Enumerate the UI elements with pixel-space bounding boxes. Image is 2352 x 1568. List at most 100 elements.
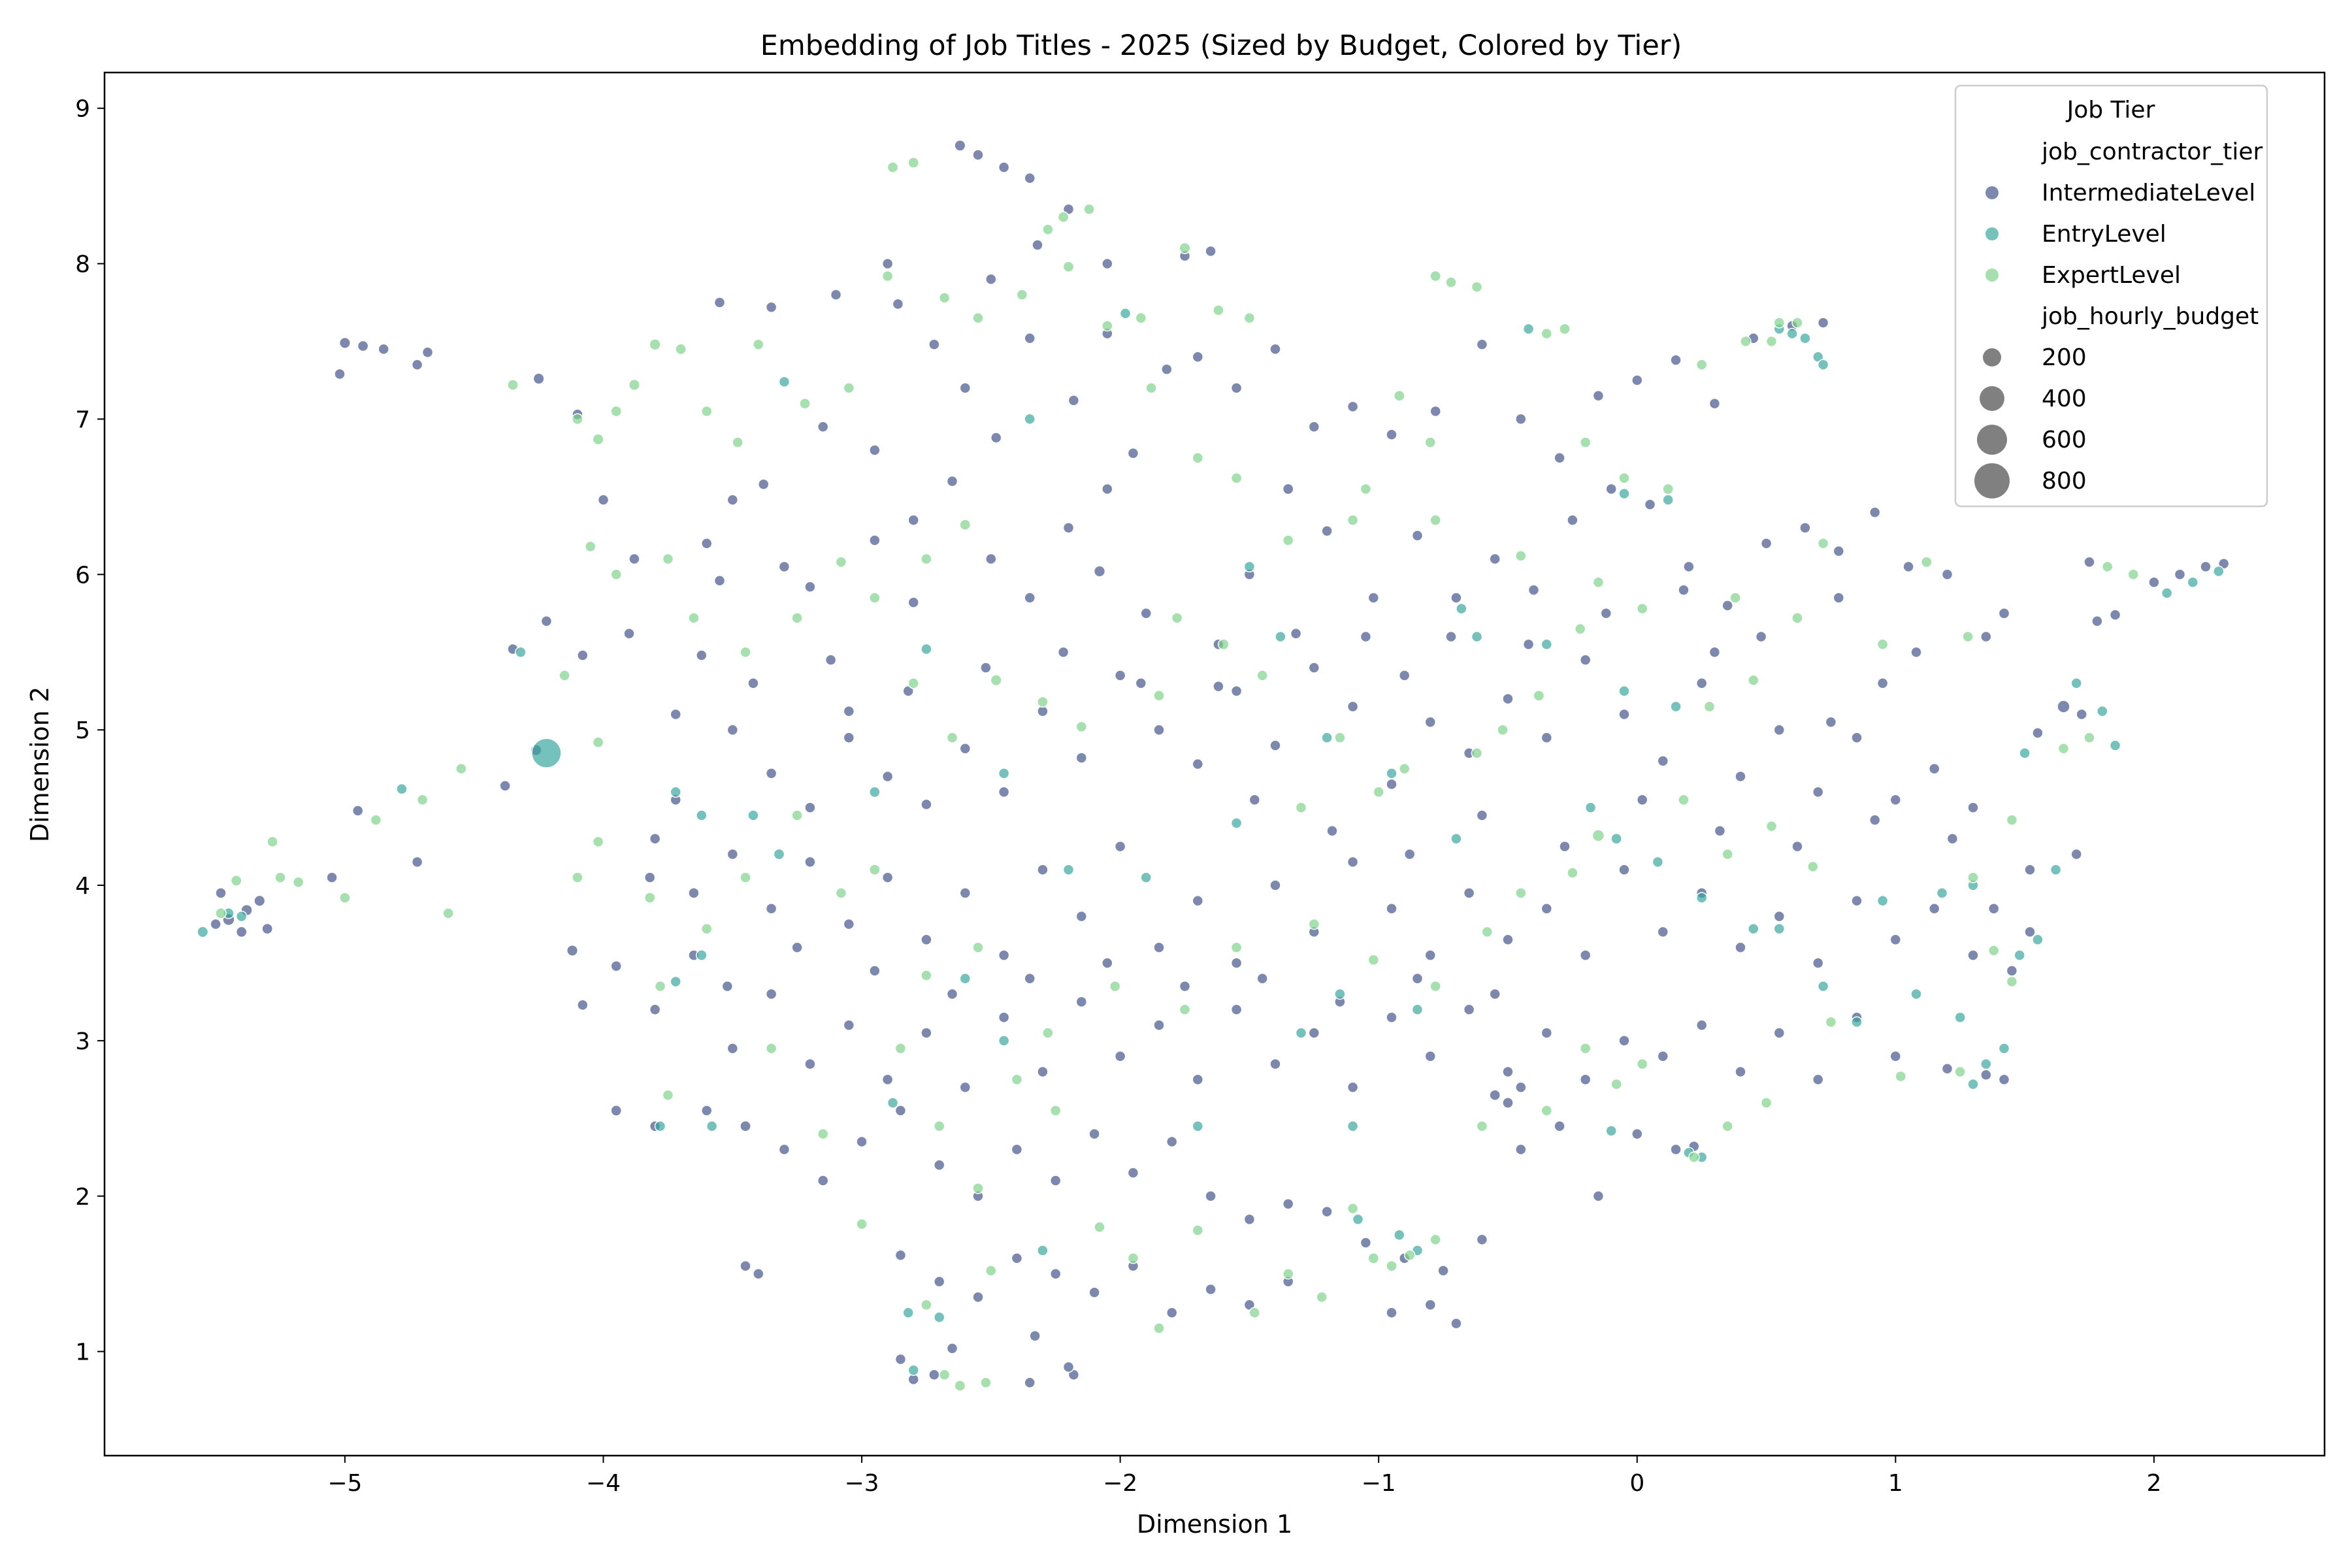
point-intermediate — [1980, 630, 1992, 643]
point-intermediate — [1282, 1198, 1294, 1210]
point-entry — [773, 848, 785, 860]
point-intermediate — [1476, 338, 1488, 351]
point-intermediate — [1192, 758, 1204, 770]
point-expert — [1011, 1073, 1023, 1086]
point-intermediate — [959, 1081, 972, 1094]
legend-size-label-400: 400 — [2042, 385, 2087, 412]
point-entry — [902, 1307, 914, 1318]
point-intermediate — [696, 649, 708, 661]
point-intermediate — [869, 444, 881, 456]
point-intermediate — [1631, 374, 1643, 386]
legend-label-expert: ExpertLevel — [2042, 262, 2181, 289]
point-expert — [1334, 732, 1346, 743]
point-intermediate — [1347, 1081, 1359, 1094]
point-intermediate — [215, 887, 227, 899]
point-entry — [907, 1364, 919, 1376]
point-intermediate — [1411, 530, 1424, 542]
point-expert — [1618, 472, 1630, 484]
point-expert — [740, 872, 751, 883]
point-intermediate — [1326, 825, 1338, 837]
point-expert — [791, 809, 803, 821]
point-intermediate — [998, 161, 1010, 173]
point-entry — [1662, 494, 1674, 506]
point-expert — [1429, 514, 1441, 526]
point-intermediate — [253, 894, 266, 907]
point-expert — [1476, 1120, 1488, 1132]
point-intermediate — [1967, 949, 1979, 961]
point-intermediate — [757, 478, 770, 491]
point-intermediate — [1833, 592, 1845, 604]
point-expert — [868, 864, 881, 876]
point-expert — [1765, 335, 1778, 348]
point-intermediate — [1567, 514, 1578, 526]
point-expert — [1703, 700, 1716, 713]
y-tick-label: 9 — [75, 96, 90, 123]
point-expert — [1773, 317, 1786, 329]
point-entry — [1334, 988, 1346, 1000]
point-intermediate — [907, 514, 919, 526]
point-expert — [990, 674, 1002, 687]
point-intermediate — [778, 561, 791, 573]
point-expert — [1424, 436, 1437, 448]
point-expert — [1109, 980, 1121, 992]
point-expert — [1316, 1291, 1328, 1303]
point-expert — [938, 1369, 951, 1381]
point-intermediate — [1029, 1330, 1041, 1342]
point-entry — [1522, 323, 1535, 335]
point-intermediate — [1476, 1233, 1488, 1246]
y-tick-label: 2 — [75, 1184, 90, 1211]
point-entry — [1295, 1027, 1307, 1039]
point-intermediate — [1967, 802, 1979, 813]
point-intermediate — [1179, 980, 1191, 992]
point-expert — [765, 1043, 777, 1054]
point-intermediate — [1161, 363, 1173, 376]
point-intermediate — [1833, 545, 1845, 557]
point-intermediate — [928, 338, 940, 351]
point-intermediate — [1360, 1237, 1372, 1249]
point-expert — [1282, 1267, 1294, 1280]
point-intermediate — [411, 359, 423, 370]
point-expert — [1481, 926, 1494, 938]
point-entry — [959, 973, 972, 985]
point-intermediate — [1657, 926, 1669, 938]
point-intermediate — [1636, 794, 1648, 806]
point-intermediate — [1398, 670, 1411, 681]
point-entry — [1321, 732, 1333, 743]
point-expert — [584, 540, 596, 553]
point-intermediate — [1825, 716, 1837, 728]
point-intermediate — [933, 1275, 945, 1288]
point-intermediate — [378, 343, 389, 355]
point-intermediate — [2076, 708, 2087, 721]
point-expert — [835, 887, 847, 899]
legend-label-intermediate: IntermediateLevel — [2042, 180, 2255, 206]
point-intermediate — [1941, 1062, 1953, 1075]
point-expert — [507, 379, 519, 391]
point-intermediate — [1502, 693, 1514, 705]
point-intermediate — [869, 965, 881, 977]
point-intermediate — [1049, 1267, 1062, 1280]
point-intermediate — [1695, 678, 1708, 689]
point-expert — [1920, 556, 1933, 568]
point-intermediate — [985, 553, 997, 565]
legend-size-marker-800 — [1974, 463, 2010, 498]
point-expert — [887, 161, 899, 173]
point-entry — [2187, 576, 2199, 588]
point-expert — [675, 343, 687, 355]
point-expert — [732, 436, 743, 448]
point-entry — [1936, 887, 1948, 899]
point-expert — [1636, 1058, 1648, 1070]
point-expert — [1386, 1260, 1397, 1272]
point-expert — [1403, 1249, 1416, 1261]
point-expert — [592, 836, 604, 848]
point-intermediate — [326, 872, 338, 883]
x-tick-label: −2 — [1103, 1470, 1137, 1497]
point-expert — [1515, 887, 1527, 899]
point-expert — [1765, 820, 1778, 832]
point-intermediate — [688, 887, 700, 899]
point-intermediate — [1489, 988, 1501, 1000]
point-intermediate — [2057, 700, 2070, 713]
point-intermediate — [700, 537, 713, 549]
point-expert — [753, 338, 764, 351]
point-expert — [2127, 568, 2140, 581]
point-entry — [2014, 949, 2025, 961]
